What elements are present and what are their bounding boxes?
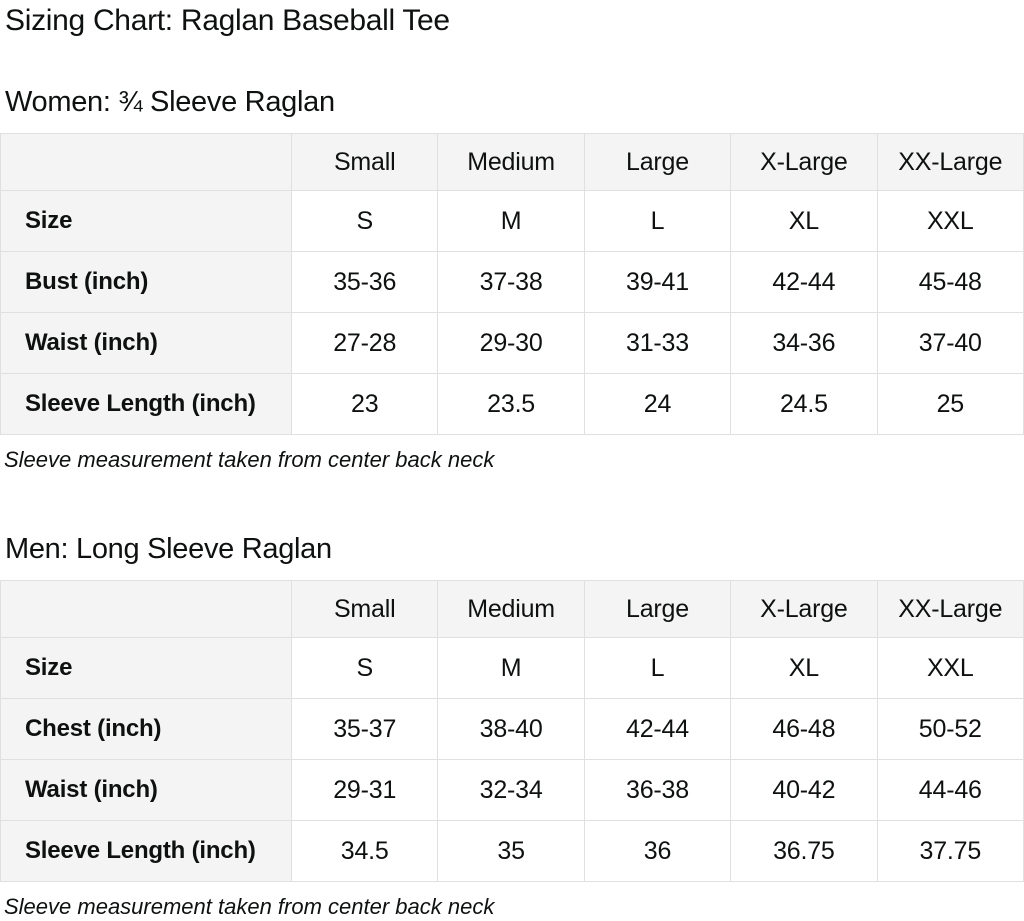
women-size-table: Small Medium Large X-Large XX-Large Size S M L X… (0, 133, 1024, 435)
column-header: X-Large (730, 580, 878, 638)
column-header: Medium (437, 580, 585, 638)
row-label: Size (0, 190, 292, 252)
value-cell: L (583, 637, 732, 699)
row-label: Size (0, 637, 292, 699)
table-header-row: Small Medium Large X-Large XX-Large (0, 133, 1024, 191)
sleeve-note: Sleeve measurement taken from center bac… (4, 894, 495, 919)
value-cell: XXL (876, 637, 1024, 699)
value-cell: 46-48 (730, 698, 878, 760)
value-cell: 35 (437, 820, 585, 882)
value-cell: 39-41 (583, 251, 732, 313)
row-label: Waist (inch) (0, 759, 292, 821)
column-header: XX-Large (876, 580, 1024, 638)
sleeve-note: Sleeve measurement taken from center bac… (4, 447, 495, 472)
value-cell: 29-31 (290, 759, 439, 821)
value-cell: 36 (583, 820, 732, 882)
row-label: Waist (inch) (0, 312, 292, 374)
column-header: Large (583, 580, 732, 638)
value-cell: 23.5 (437, 373, 585, 435)
column-header: Large (583, 133, 732, 191)
value-cell: 31-33 (583, 312, 732, 374)
value-cell: 35-36 (290, 251, 439, 313)
page-title: Sizing Chart: Raglan Baseball Tee (5, 4, 450, 37)
value-cell: 45-48 (876, 251, 1024, 313)
value-cell: 36.75 (730, 820, 878, 882)
value-cell: 34-36 (730, 312, 878, 374)
column-header: Small (290, 133, 439, 191)
table-row: Waist (inch) 27-28 29-30 31-33 34-36 37-40 (0, 312, 1024, 374)
value-cell: 29-30 (437, 312, 585, 374)
value-cell: 50-52 (876, 698, 1024, 760)
value-cell: 37.75 (876, 820, 1024, 882)
column-header: X-Large (730, 133, 878, 191)
section-heading-men: Men: Long Sleeve Raglan (5, 533, 332, 565)
value-cell: M (437, 637, 585, 699)
row-label: Sleeve Length (inch) (0, 820, 292, 882)
value-cell: 23 (290, 373, 439, 435)
value-cell: 24 (583, 373, 732, 435)
column-header: XX-Large (876, 133, 1024, 191)
men-size-table: Small Medium Large X-Large XX-Large Size S M L X… (0, 580, 1024, 882)
row-label: Sleeve Length (inch) (0, 373, 292, 435)
value-cell: XL (730, 190, 878, 252)
table-row: Bust (inch) 35-36 37-38 39-41 42-44 45-48 (0, 251, 1024, 313)
value-cell: 37-38 (437, 251, 585, 313)
men-section: Men: Long Sleeve Raglan Small Medium Large… (0, 531, 1024, 921)
value-cell: 38-40 (437, 698, 585, 760)
table-row: Waist (inch) 29-31 32-34 36-38 40-42 44-46 (0, 759, 1024, 821)
value-cell: 42-44 (730, 251, 878, 313)
value-cell: 37-40 (876, 312, 1024, 374)
value-cell: 25 (876, 373, 1024, 435)
table-row: Sleeve Length (inch) 34.5 35 36 36.75 37.75 (0, 820, 1024, 882)
corner-cell (0, 580, 292, 638)
value-cell: 35-37 (290, 698, 439, 760)
value-cell: S (290, 190, 439, 252)
value-cell: 40-42 (730, 759, 878, 821)
value-cell: 36-38 (583, 759, 732, 821)
value-cell: M (437, 190, 585, 252)
row-label: Chest (inch) (0, 698, 292, 760)
table-row: Size S M L XL XXL (0, 190, 1024, 252)
value-cell: 44-46 (876, 759, 1024, 821)
value-cell: 24.5 (730, 373, 878, 435)
value-cell: XXL (876, 190, 1024, 252)
corner-cell (0, 133, 292, 191)
table-header-row: Small Medium Large X-Large XX-Large (0, 580, 1024, 638)
value-cell: XL (730, 637, 878, 699)
row-label: Bust (inch) (0, 251, 292, 313)
column-header: Small (290, 580, 439, 638)
section-heading-women: Women: ¾ Sleeve Raglan (5, 86, 335, 118)
table-row: Size S M L XL XXL (0, 637, 1024, 699)
value-cell: 42-44 (583, 698, 732, 760)
value-cell: S (290, 637, 439, 699)
table-row: Sleeve Length (inch) 23 23.5 24 24.5 25 (0, 373, 1024, 435)
value-cell: 32-34 (437, 759, 585, 821)
table-row: Chest (inch) 35-37 38-40 42-44 46-48 50-52 (0, 698, 1024, 760)
value-cell: 27-28 (290, 312, 439, 374)
women-section: Women: ¾ Sleeve Raglan Small Medium Large X… (0, 84, 1024, 474)
value-cell: 34.5 (290, 820, 439, 882)
value-cell: L (583, 190, 732, 252)
column-header: Medium (437, 133, 585, 191)
